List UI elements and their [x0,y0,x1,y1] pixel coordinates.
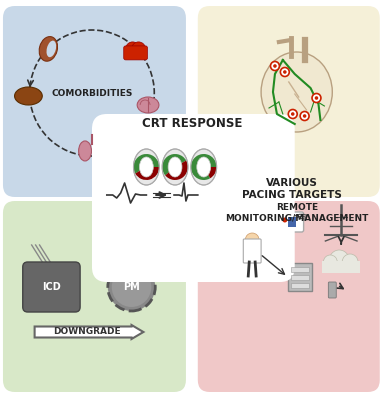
Wedge shape [165,160,188,180]
Circle shape [283,70,287,74]
FancyBboxPatch shape [3,201,186,392]
Ellipse shape [137,97,159,113]
Circle shape [300,112,309,120]
FancyBboxPatch shape [322,261,360,273]
FancyBboxPatch shape [291,267,308,272]
Ellipse shape [261,52,332,132]
Circle shape [126,42,140,56]
Circle shape [280,68,289,76]
Ellipse shape [250,218,264,228]
FancyArrow shape [34,325,144,339]
Circle shape [303,114,307,118]
Circle shape [271,62,279,70]
Ellipse shape [134,149,159,185]
Text: REMOTE
MONITORING/MANAGEMENT: REMOTE MONITORING/MANAGEMENT [225,203,368,222]
FancyBboxPatch shape [270,212,304,232]
Text: ICD: ICD [42,282,61,292]
Circle shape [315,96,318,100]
FancyBboxPatch shape [198,201,380,392]
Circle shape [329,250,349,270]
FancyBboxPatch shape [291,283,308,288]
Circle shape [132,42,146,56]
FancyBboxPatch shape [288,217,296,227]
Ellipse shape [92,141,105,161]
Ellipse shape [46,41,56,57]
Text: PM: PM [123,282,140,292]
Ellipse shape [197,157,211,177]
FancyBboxPatch shape [328,282,336,298]
Wedge shape [135,167,159,180]
Wedge shape [162,154,186,175]
Circle shape [324,255,337,269]
FancyBboxPatch shape [23,262,80,312]
Circle shape [108,263,155,311]
FancyBboxPatch shape [92,114,295,282]
Circle shape [288,110,297,118]
Circle shape [283,218,287,222]
FancyBboxPatch shape [124,46,147,60]
Text: DOWNGRADE: DOWNGRADE [53,328,121,336]
Ellipse shape [139,157,153,177]
Ellipse shape [162,149,188,185]
Ellipse shape [79,141,91,161]
FancyBboxPatch shape [291,275,308,280]
Circle shape [342,254,358,270]
Circle shape [312,94,321,102]
FancyBboxPatch shape [243,239,261,263]
Ellipse shape [39,37,58,61]
Ellipse shape [168,157,182,177]
Ellipse shape [15,87,42,105]
FancyBboxPatch shape [198,6,380,197]
Text: CRT RESPONSE: CRT RESPONSE [142,117,242,130]
Ellipse shape [226,215,248,231]
Circle shape [273,64,277,68]
Wedge shape [204,167,217,178]
Ellipse shape [191,149,217,185]
Wedge shape [134,154,159,174]
Text: VARIOUS
PACING TARGETS: VARIOUS PACING TARGETS [242,178,342,200]
FancyBboxPatch shape [3,6,186,197]
Circle shape [291,112,295,116]
Circle shape [245,233,259,247]
Text: COMORBIDITIES: COMORBIDITIES [51,88,133,98]
Circle shape [112,267,151,307]
Wedge shape [191,154,217,180]
FancyBboxPatch shape [288,263,312,291]
